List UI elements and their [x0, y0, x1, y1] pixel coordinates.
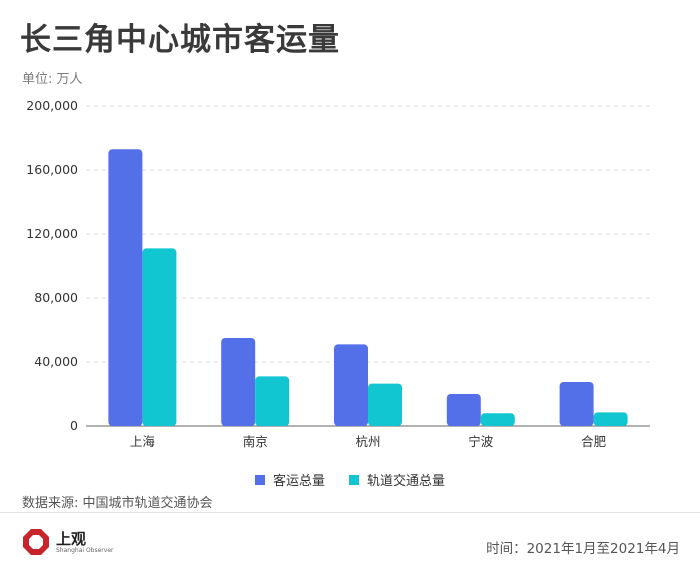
legend: 客运总量 轨道交通总量 — [0, 470, 700, 489]
legend-label-series-1: 客运总量 — [272, 474, 325, 489]
y-tick-label: 200,000 — [26, 98, 78, 113]
legend-label-series-2: 轨道交通总量 — [367, 474, 446, 489]
x-tick-label: 南京 — [243, 434, 268, 449]
bar-passenger-total — [559, 382, 594, 426]
logo-mark-icon — [23, 529, 49, 555]
bar-passenger-total — [221, 338, 256, 426]
legend-item-series-2: 轨道交通总量 — [349, 470, 445, 489]
bar-rail-total — [593, 412, 628, 426]
time-range: 时间：2021年1月至2021年4月 — [486, 541, 680, 557]
x-tick-label: 宁波 — [468, 434, 494, 449]
bar-rail-total — [368, 383, 402, 426]
legend-swatch-series-1 — [254, 474, 265, 485]
data-source: 数据来源: 中国城市轨道交通协会 — [22, 496, 213, 511]
footer-divider — [0, 512, 700, 513]
y-tick-label: 80,000 — [34, 290, 78, 305]
x-tick-label: 杭州 — [355, 434, 380, 449]
logo-text: 上观 — [56, 529, 87, 548]
x-tick-label: 合肥 — [581, 434, 607, 449]
y-tick-label: 120,000 — [26, 226, 78, 241]
chart-title: 长三角中心城市客运量 — [20, 22, 340, 58]
y-tick-label: 0 — [70, 418, 78, 433]
y-tick-label: 40,000 — [34, 354, 78, 369]
bar-passenger-total — [334, 344, 368, 426]
legend-item-series-1: 客运总量 — [254, 470, 325, 489]
bar-passenger-total — [108, 149, 143, 426]
y-tick-label: 160,000 — [26, 162, 78, 177]
unit-label: 单位: 万人 — [22, 72, 83, 87]
bar-passenger-total — [446, 394, 481, 426]
bar-rail-total — [142, 248, 177, 426]
bar-rail-total — [255, 376, 290, 426]
bar-chart: 0 40,000 80,000 120,000 160,000 200,000 上海 南京 杭州… — [26, 98, 650, 449]
legend-swatch-series-2 — [349, 474, 359, 485]
bar-rail-total — [480, 413, 515, 426]
publisher-logo: 上观 Shanghai Observer — [22, 528, 113, 556]
x-tick-label: 上海 — [130, 434, 156, 449]
logo-subtext: Shanghai Observer — [56, 546, 114, 554]
